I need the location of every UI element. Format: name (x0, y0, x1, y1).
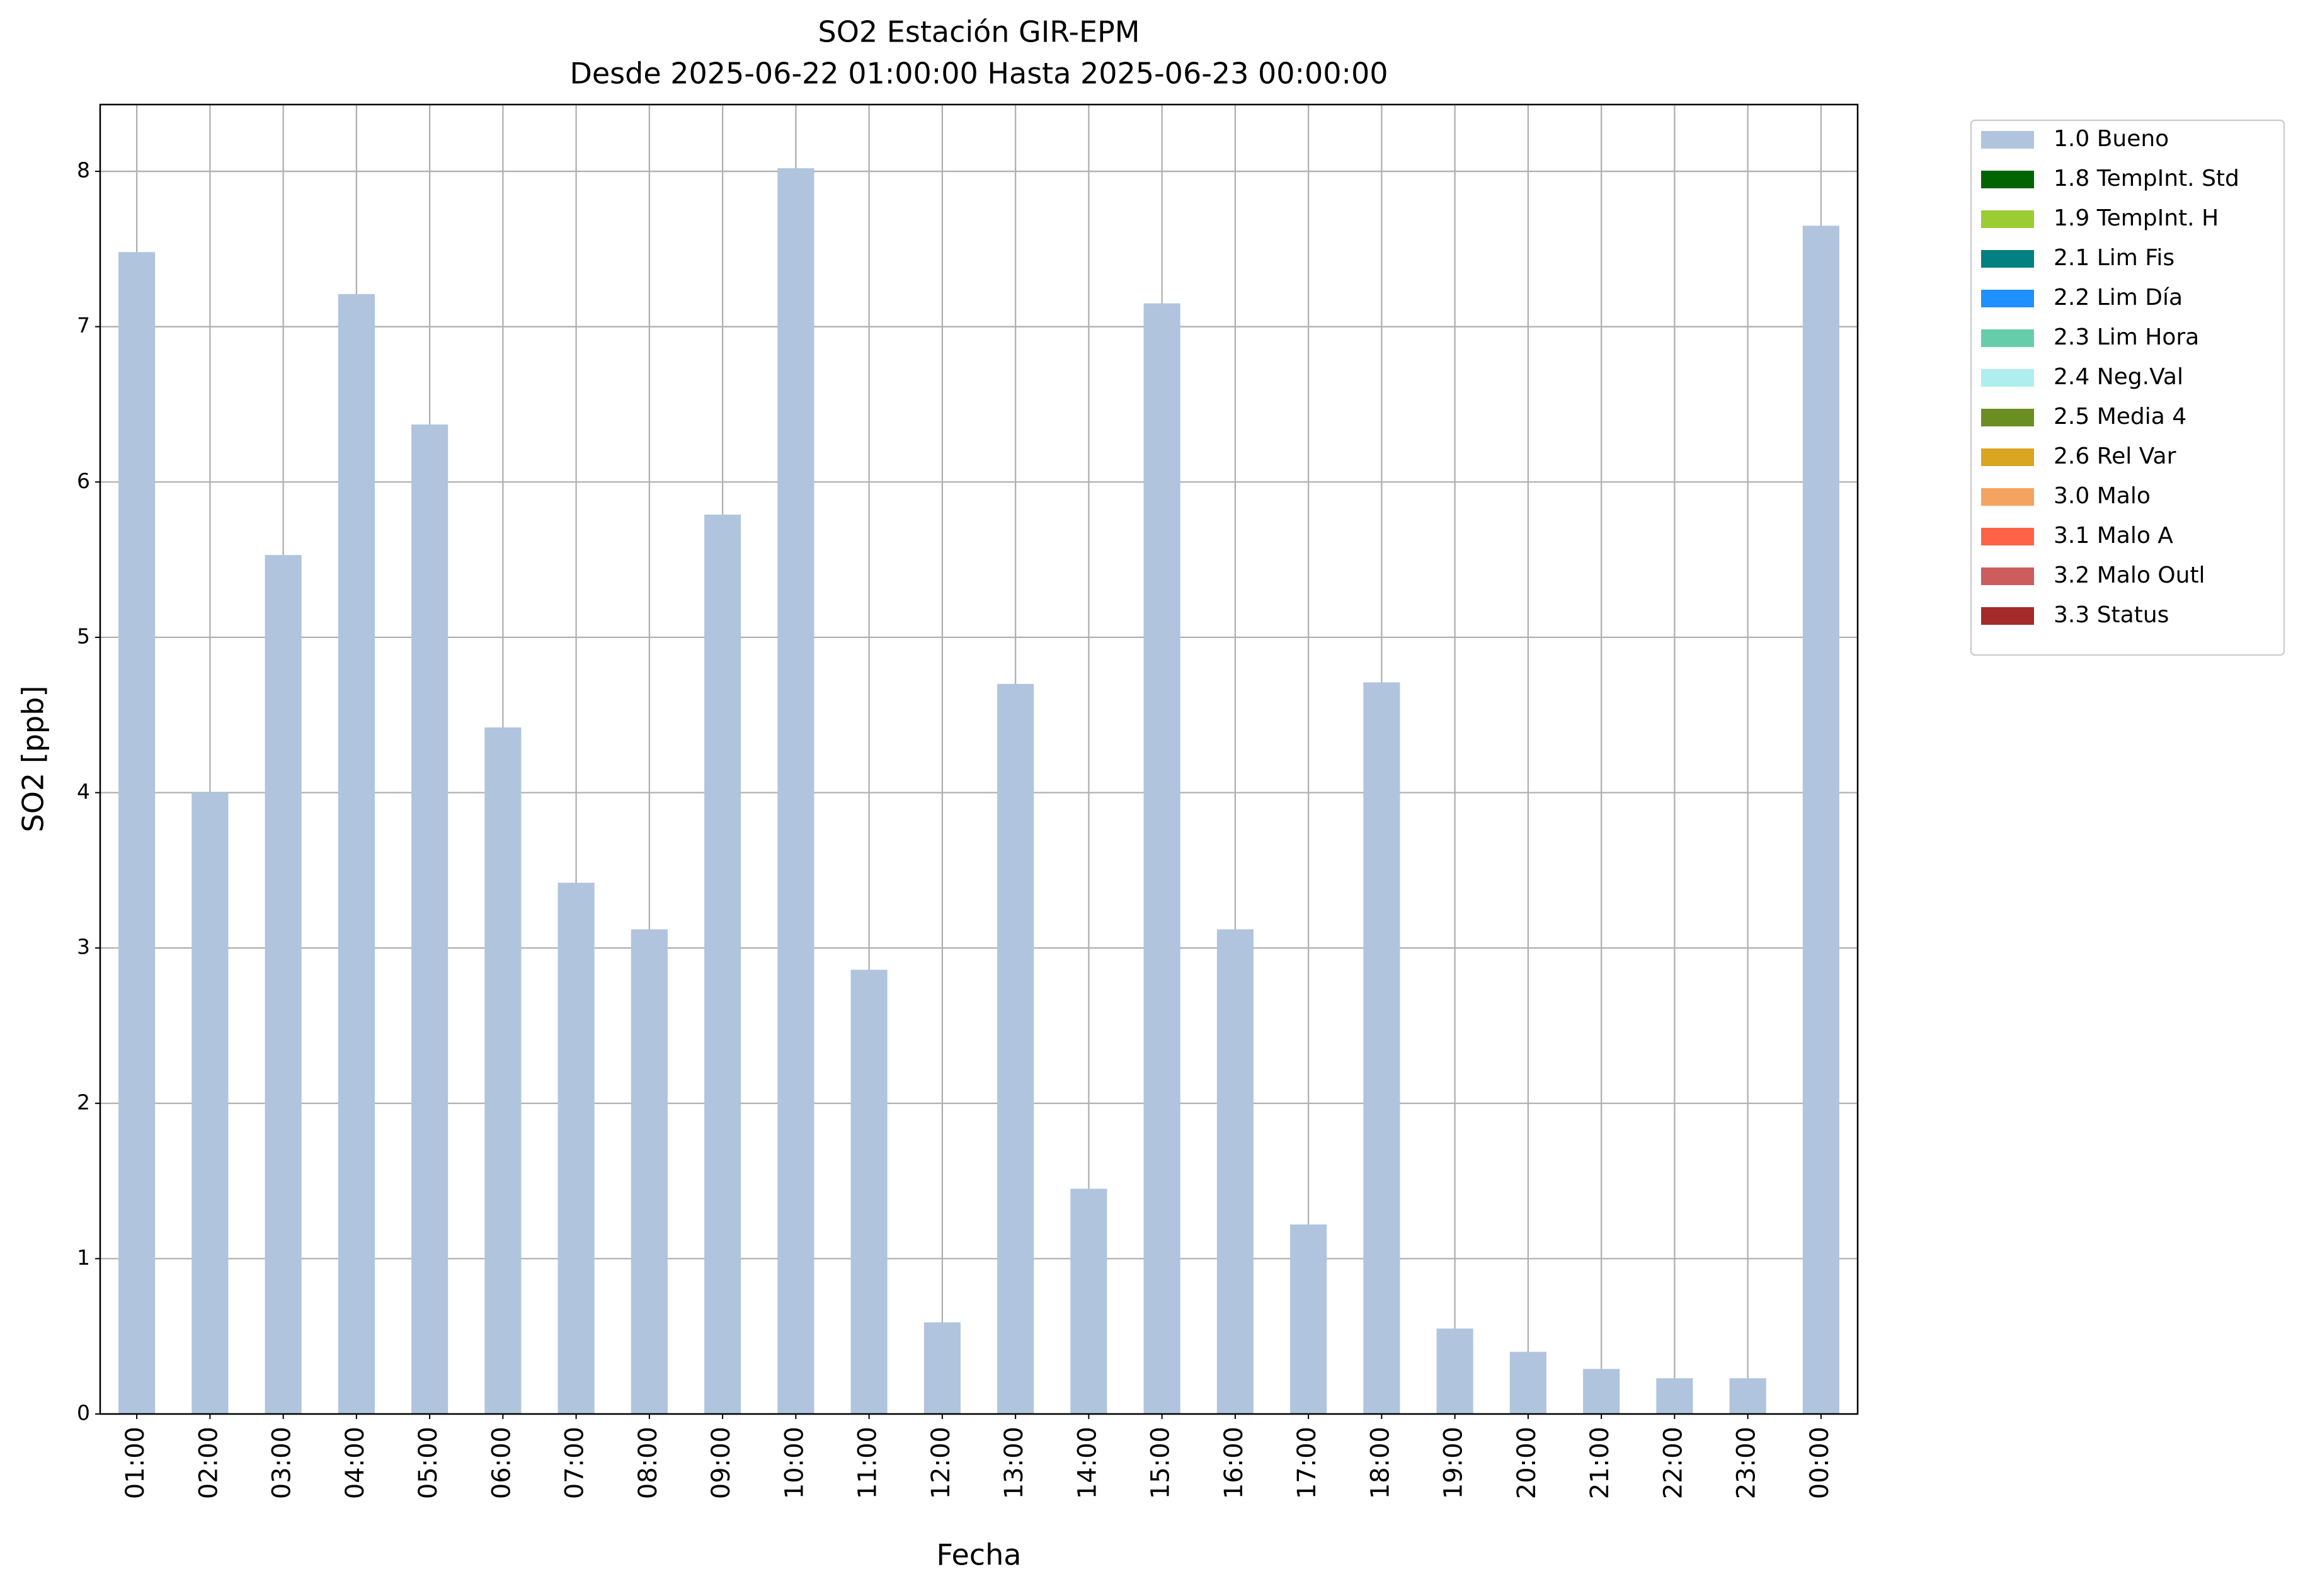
y-tick-label: 3 (77, 935, 90, 959)
legend-label: 3.0 Malo (2054, 483, 2151, 509)
x-tick-label: 22:00 (1659, 1427, 1688, 1499)
legend-swatch (1981, 528, 2034, 545)
legend-swatch (1981, 488, 2034, 506)
x-tick-label: 13:00 (1000, 1427, 1029, 1499)
bar (191, 792, 229, 1414)
legend-label: 2.5 Media 4 (2054, 404, 2186, 430)
x-tick-label: 06:00 (487, 1427, 516, 1499)
y-axis-label: SO2 [ppb] (16, 686, 50, 833)
y-tick-label: 2 (77, 1090, 90, 1114)
x-tick-label: 19:00 (1439, 1427, 1468, 1499)
bar (923, 1322, 961, 1414)
bar (704, 515, 741, 1414)
y-tick-label: 8 (77, 158, 90, 183)
legend-swatch (1981, 369, 2034, 387)
chart-title: SO2 Estación GIR-EPM (818, 15, 1140, 49)
bar (631, 929, 668, 1414)
bar (1509, 1352, 1546, 1414)
legend-label: 3.1 Malo A (2054, 523, 2173, 549)
chart-subtitle: Desde 2025-06-22 01:00:00 Hasta 2025-06-… (569, 57, 1388, 91)
x-tick-label: 20:00 (1512, 1427, 1541, 1499)
legend-label: 3.3 Status (2054, 602, 2169, 628)
x-tick-label: 07:00 (561, 1427, 590, 1499)
bar (1070, 1188, 1107, 1414)
legend-label: 1.8 TempInt. Std (2054, 166, 2239, 191)
x-tick-label: 11:00 (854, 1427, 883, 1499)
legend-swatch (1981, 329, 2034, 347)
legend-swatch (1981, 250, 2034, 268)
x-tick-label: 14:00 (1073, 1427, 1102, 1499)
x-tick-label: 21:00 (1586, 1427, 1614, 1499)
bar (850, 969, 888, 1414)
legend-swatch (1981, 131, 2034, 149)
bar (1729, 1378, 1766, 1414)
x-tick-label: 10:00 (780, 1427, 809, 1499)
legend-label: 2.3 Lim Hora (2054, 324, 2199, 350)
x-tick-label: 09:00 (707, 1427, 736, 1499)
legend-label: 3.2 Malo Outl (2054, 562, 2205, 588)
x-tick-label: 23:00 (1732, 1427, 1761, 1499)
y-tick-label: 0 (77, 1401, 90, 1425)
y-tick-label: 5 (77, 624, 90, 648)
legend-label: 2.6 Rel Var (2054, 443, 2176, 469)
y-tick-label: 1 (77, 1245, 90, 1270)
bar (777, 168, 814, 1414)
bar (1216, 929, 1254, 1414)
x-tick-label: 01:00 (121, 1427, 150, 1499)
x-tick-label: 08:00 (634, 1427, 663, 1499)
plot-frame (99, 103, 1859, 1415)
bar (1143, 303, 1180, 1414)
bar (118, 252, 156, 1414)
legend-box (1970, 119, 2285, 656)
bar (411, 425, 449, 1414)
bar (1802, 225, 1839, 1414)
legend-swatch (1981, 448, 2034, 466)
legend-label: 1.0 Bueno (2054, 126, 2169, 152)
legend-label: 1.9 TempInt. H (2054, 205, 2219, 231)
bar (265, 555, 302, 1414)
legend-label: 2.1 Lim Fis (2054, 245, 2174, 271)
x-tick-label: 05:00 (414, 1427, 443, 1499)
legend-swatch (1981, 607, 2034, 625)
bar (1290, 1224, 1327, 1414)
x-tick-label: 17:00 (1293, 1427, 1322, 1499)
legend-swatch (1981, 567, 2034, 585)
legend-swatch (1981, 290, 2034, 307)
x-tick-label: 00:00 (1805, 1427, 1834, 1499)
bar (557, 882, 595, 1414)
bar (1363, 682, 1400, 1414)
x-tick-label: 02:00 (194, 1427, 223, 1499)
bar (1656, 1378, 1693, 1414)
y-tick-label: 6 (77, 469, 90, 493)
bar (1436, 1328, 1473, 1414)
bar (338, 294, 375, 1414)
y-tick-label: 4 (77, 779, 90, 804)
legend-swatch (1981, 409, 2034, 426)
y-tick-label: 7 (77, 313, 90, 338)
x-axis-label: Fecha (937, 1538, 1022, 1572)
x-tick-label: 03:00 (268, 1427, 297, 1499)
x-tick-label: 04:00 (341, 1427, 370, 1499)
bar (484, 727, 522, 1414)
legend-label: 2.4 Neg.Val (2054, 364, 2183, 390)
legend-swatch (1981, 171, 2034, 188)
x-tick-label: 18:00 (1366, 1427, 1395, 1499)
legend-swatch (1981, 210, 2034, 228)
x-tick-label: 16:00 (1220, 1427, 1249, 1499)
legend-label: 2.2 Lim Día (2054, 285, 2183, 311)
bar (1583, 1369, 1620, 1414)
bar (997, 683, 1034, 1414)
x-tick-label: 15:00 (1146, 1427, 1175, 1499)
x-tick-label: 12:00 (927, 1427, 956, 1499)
